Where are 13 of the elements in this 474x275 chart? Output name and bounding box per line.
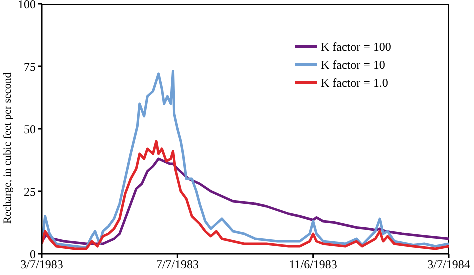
legend-label: K factor = 100	[321, 40, 392, 54]
y-tick-label: 25	[24, 184, 36, 199]
x-tick-label: 3/7/1984	[428, 258, 470, 272]
x-tick-label: 11/6/1983	[289, 258, 338, 272]
x-tick-label: 7/7/1983	[156, 258, 200, 272]
y-tick-label: 75	[24, 60, 36, 74]
line-series	[42, 70, 449, 249]
y-tick-label: 50	[24, 122, 36, 136]
y-tick-label: 100	[18, 0, 36, 12]
y-axis-title: Recharge, in cubic feet per second	[2, 72, 14, 224]
legend-label: K factor = 1.0	[321, 76, 388, 90]
legend-label: K factor = 10	[321, 58, 386, 72]
line-series	[42, 140, 449, 250]
